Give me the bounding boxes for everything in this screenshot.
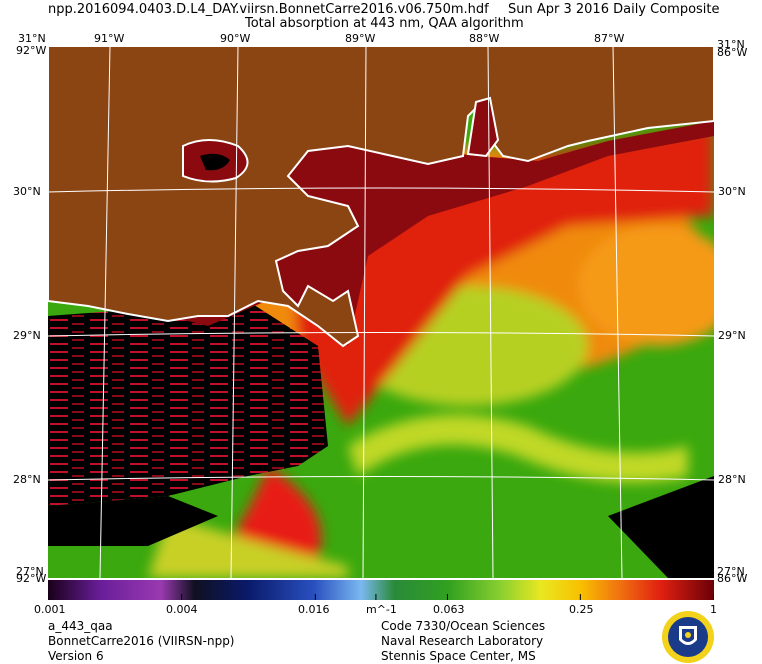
corner-bl-lat: 27°N [16, 565, 44, 578]
colorbar-tick-label-1: 0.004 [166, 603, 198, 616]
version-label: Version 6 [48, 649, 104, 663]
lon-label-90w: 90°W [220, 32, 251, 45]
no-data-west [48, 301, 328, 506]
map-subtitle: Total absorption at 443 nm, QAA algorith… [245, 16, 524, 31]
lon-label-87w: 87°W [594, 32, 625, 45]
lat-label-29n-right: 29°N [718, 329, 746, 342]
product-name: a_443_qaa [48, 619, 113, 633]
region-name: BonnetCarre2016 (VIIRSN-npp) [48, 634, 235, 648]
absorption-map [48, 46, 714, 578]
plume-east-orange [578, 226, 714, 346]
lat-label-30n-left: 30°N [13, 185, 41, 198]
lon-label-89w: 89°W [345, 32, 376, 45]
graticule [48, 46, 714, 578]
plume-south-yellow [148, 516, 348, 578]
land [48, 46, 714, 348]
lat-label-29n-left: 29°N [13, 329, 41, 342]
lat-label-28n-right: 28°N [718, 473, 746, 486]
lat-label-28n-left: 28°N [13, 473, 41, 486]
colorbar-unit: m^-1 [366, 603, 397, 616]
corner-br-lat: 27°N [717, 565, 745, 578]
colorbar-tick-label-2: 0.016 [298, 603, 330, 616]
corner-tl-lat: 31°N [18, 32, 46, 45]
colorbar-tick-label-0: 0.001 [34, 603, 66, 616]
corner-bl-lon: 92°W [16, 572, 47, 585]
corner-tr-lon: 86°W [717, 46, 748, 59]
plume-yellow-band [348, 414, 688, 483]
org-location: Stennis Space Center, MS [381, 649, 536, 663]
colorbar [48, 580, 714, 600]
nearshore-dark-red [168, 121, 714, 346]
no-data-southeast [608, 476, 714, 578]
corner-br-lon: 86°W [717, 572, 748, 585]
org-code: Code 7330/Ocean Sciences [381, 619, 546, 633]
colorbar-tick-label-5: 1 [710, 603, 717, 616]
lon-label-88w: 88°W [469, 32, 500, 45]
lat-label-30n-right: 30°N [718, 185, 746, 198]
composite-date: Sun Apr 3 2016 Daily Composite [508, 2, 720, 17]
lake-borgne [200, 153, 230, 171]
org-name: Naval Research Laboratory [381, 634, 544, 648]
mobile-bay [466, 96, 500, 158]
nrl-seal-icon [662, 611, 714, 663]
corner-tl-lon: 92°W [16, 44, 47, 57]
corner-tr-lat: 31°N [717, 38, 745, 51]
no-data-southwest [48, 496, 218, 546]
file-name: npp.2016094.0403.D.L4_DAY.viirsn.BonnetC… [48, 2, 489, 17]
lon-label-91w: 91°W [94, 32, 125, 45]
colorbar-tick-label-3: 0.063 [433, 603, 465, 616]
colorbar-tick-label-4: 0.25 [569, 603, 594, 616]
